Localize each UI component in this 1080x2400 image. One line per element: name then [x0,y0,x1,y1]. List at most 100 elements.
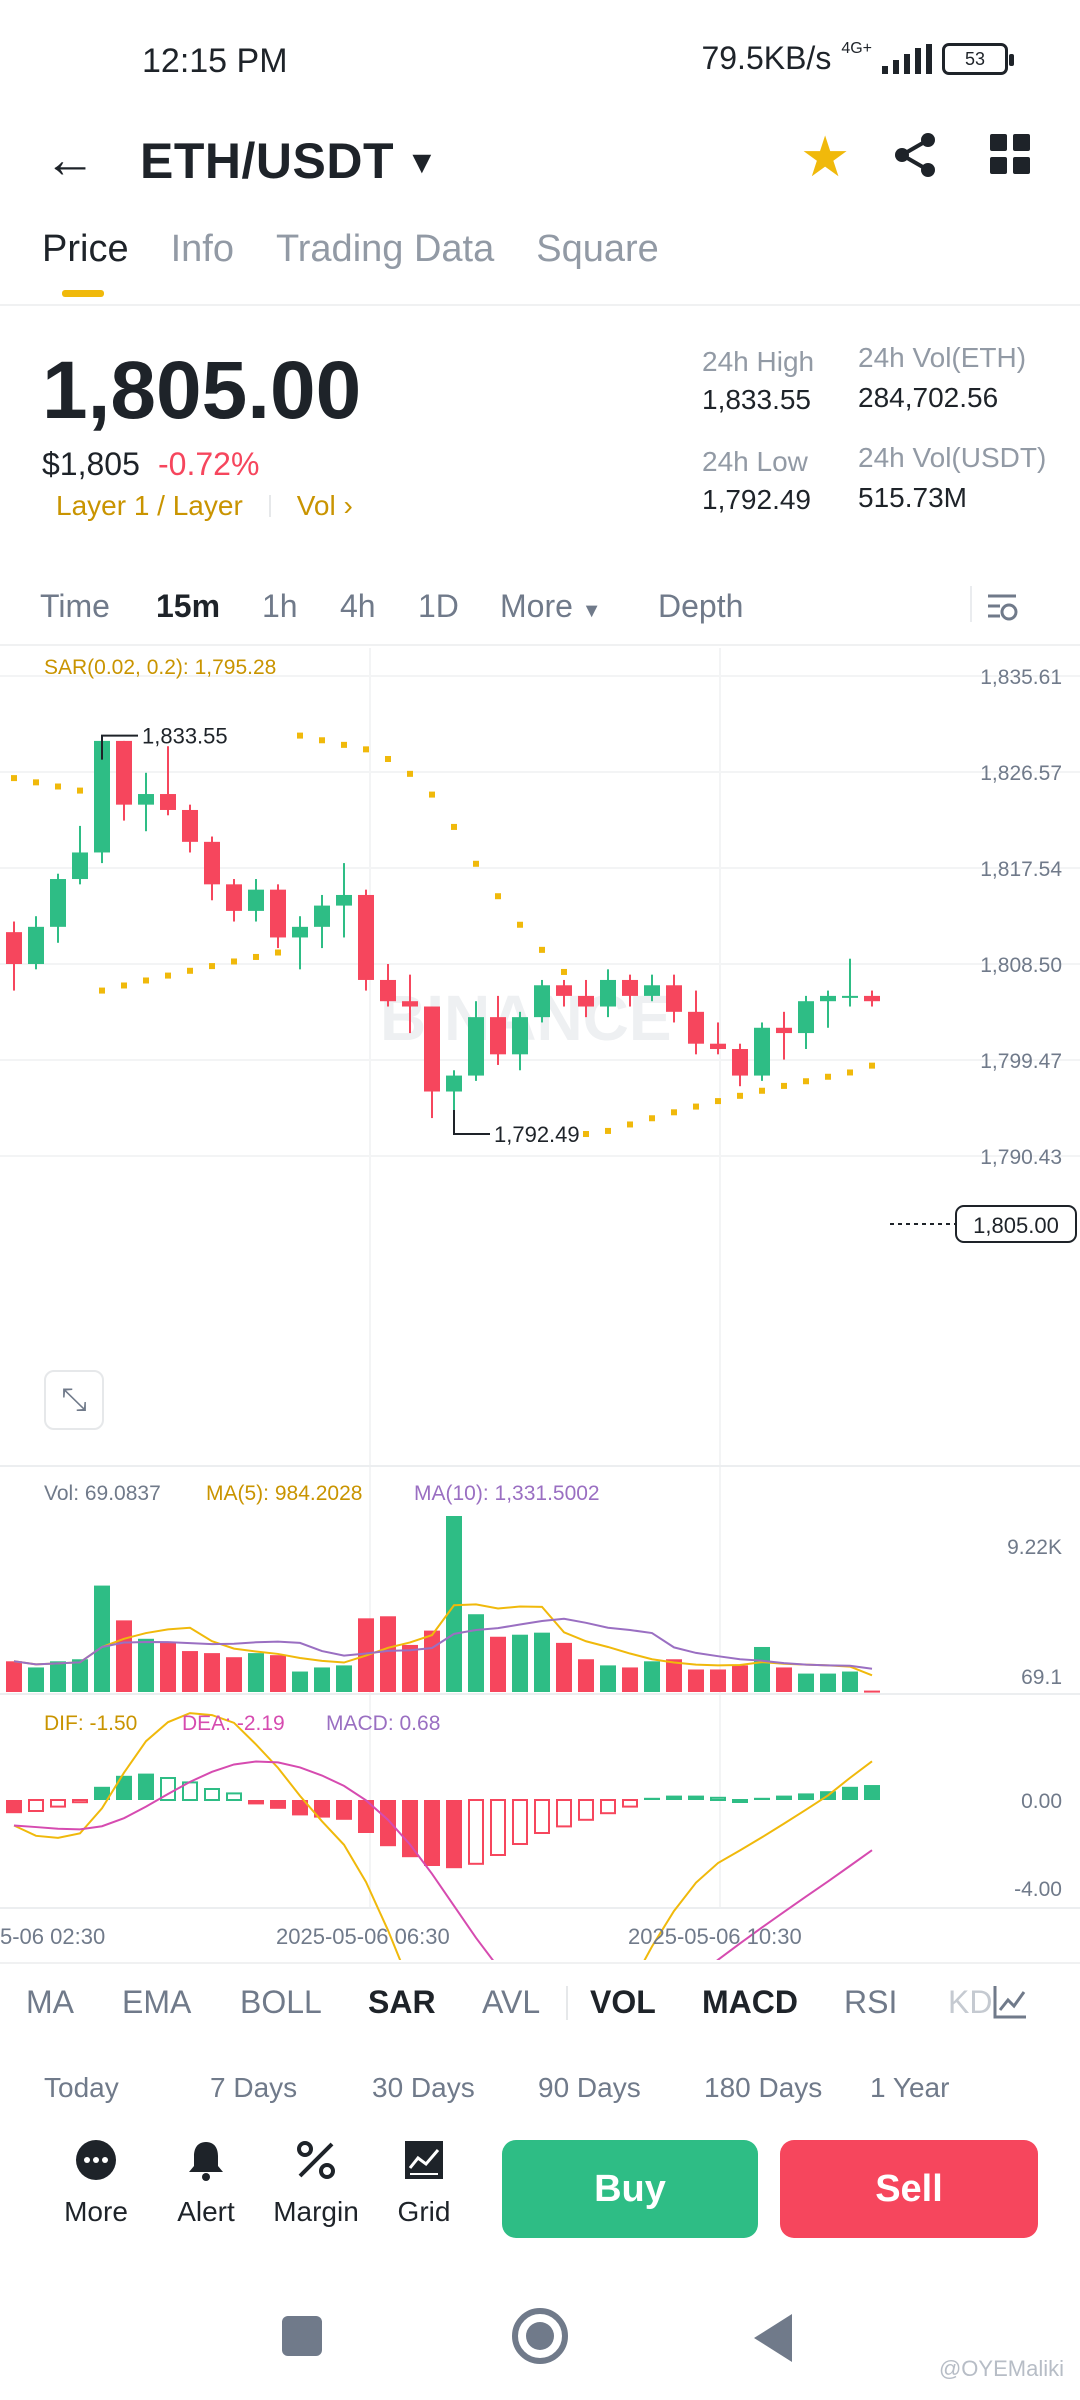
kline-chart[interactable]: BINANCE 1,835.611,826.571,817.541,808.50… [0,648,1080,1960]
price-change: -0.72% [158,446,260,482]
indicator-macd[interactable]: MACD [702,1984,798,2020]
more-action[interactable]: More [46,2138,146,2228]
volume-bar [72,1659,88,1692]
indicator-sar[interactable]: SAR [368,1984,436,2020]
macd-bar [600,1799,616,1815]
interval-1d[interactable]: 1D [418,588,459,624]
interval-depth[interactable]: Depth [658,588,744,624]
share-icon[interactable] [890,130,940,180]
layout-grid-icon[interactable] [990,134,1030,174]
candle-body [50,879,66,927]
caret-down-icon[interactable]: ▼ [406,144,438,180]
current-price-label: 1,805.00 [973,1213,1059,1238]
range-90-days[interactable]: 90 Days [538,2072,641,2103]
range-today[interactable]: Today [44,2072,119,2103]
indicator-chart-icon[interactable] [992,1984,1028,2020]
buy-button[interactable]: Buy [502,2140,758,2238]
volume-bar [710,1669,726,1692]
tab-info[interactable]: Info [170,228,234,270]
sell-button[interactable]: Sell [780,2140,1038,2238]
network-type: 4G+ [841,39,872,57]
volume-bar [864,1690,880,1693]
alert-action[interactable]: Alert [156,2138,256,2228]
volume-bar [248,1653,264,1692]
margin-label: Margin [273,2196,359,2227]
home-circle-icon[interactable] [512,2308,568,2364]
interval-divider [970,586,972,622]
volume-bar [50,1661,66,1692]
interval-4h[interactable]: 4h [340,588,376,624]
sar-dot [341,741,347,748]
range-7-days[interactable]: 7 Days [210,2072,298,2103]
volume-bar [842,1671,858,1692]
range-180-days[interactable]: 180 Days [704,2072,823,2103]
macd-bar [512,1799,528,1845]
indicator-vol[interactable]: VOL [590,1984,656,2020]
interval-15m[interactable]: 15m [156,588,221,624]
tab-trading-data[interactable]: Trading Data [275,228,495,270]
indicator-boll[interactable]: BOLL [240,1984,322,2020]
ma5-line [13,1603,873,1677]
macd-bar [842,1786,858,1800]
indicator-divider [566,1986,568,2020]
volume-bar [490,1636,506,1692]
vol-eth-label: 24h Vol(ETH) [858,342,1027,373]
expand-icon[interactable]: ⤡ [44,1370,104,1430]
candle-body [556,985,572,996]
grid-action[interactable]: Grid [374,2138,474,2228]
volume-bars [6,1516,880,1693]
candle-body [248,889,264,911]
macd-bar [776,1795,792,1800]
tab-square[interactable]: Square [536,228,659,270]
volume-bar [204,1653,220,1692]
macd-bar [864,1785,880,1800]
macd-tick-zero: 0.00 [1021,1790,1062,1813]
tag-divider [268,495,271,517]
indicator-kd[interactable]: KD [948,1984,993,2020]
vol-link[interactable]: Vol › [296,490,353,521]
price-tick: 1,835.61 [980,666,1062,689]
price-tick: 1,817.54 [980,858,1062,881]
pair-title[interactable]: ETH/USDT [140,133,394,189]
range-bar: Today 7 Days 30 Days 90 Days 180 Days 1 … [0,2060,1080,2120]
back-arrow-icon[interactable]: ← [44,131,96,189]
macd-bar [336,1800,352,1820]
back-triangle-icon[interactable] [754,2314,792,2362]
volume-bar [512,1634,528,1692]
macd-bar [204,1788,220,1801]
chart-grid [0,648,1080,1909]
recents-square-icon[interactable] [282,2316,322,2356]
price-usd: $1,805 [42,446,140,482]
category-tag[interactable]: Layer 1 / Layer [56,490,243,521]
system-nav-bar: @OYEMaliki [0,2290,1080,2400]
volume-bar [622,1667,638,1692]
sar-dot [825,1073,831,1080]
signal-icon [882,43,932,74]
candle-body [468,1017,484,1076]
indicator-ema[interactable]: EMA [122,1984,192,2020]
interval-time[interactable]: Time [40,588,110,624]
candle-body [226,884,242,911]
candle-body [358,894,374,980]
interval-more[interactable]: More ▼ [500,588,602,624]
alert-label: Alert [177,2196,235,2227]
volume-bar [138,1638,154,1692]
indicator-avl[interactable]: AVL [482,1984,541,2020]
range-30-days[interactable]: 30 Days [372,2072,475,2103]
candle-body [138,794,154,805]
favorite-star-icon[interactable]: ★ [800,125,851,188]
range-1-year[interactable]: 1 Year [870,2072,950,2103]
volume-bar [160,1642,176,1692]
tab-price[interactable]: Price [42,228,129,297]
margin-action[interactable]: Margin [266,2138,366,2228]
indicator-rsi[interactable]: RSI [844,1984,898,2020]
price-tick: 1,790.43 [980,1146,1062,1169]
candle-body [6,932,22,965]
chart-settings-icon[interactable] [984,590,1020,626]
interval-1h[interactable]: 1h [262,588,298,624]
macd-bar [292,1800,308,1816]
candle-body [182,809,198,842]
indicator-ma[interactable]: MA [26,1984,74,2020]
chevron-right-icon: › [343,490,353,521]
sar-dot [583,1131,589,1138]
